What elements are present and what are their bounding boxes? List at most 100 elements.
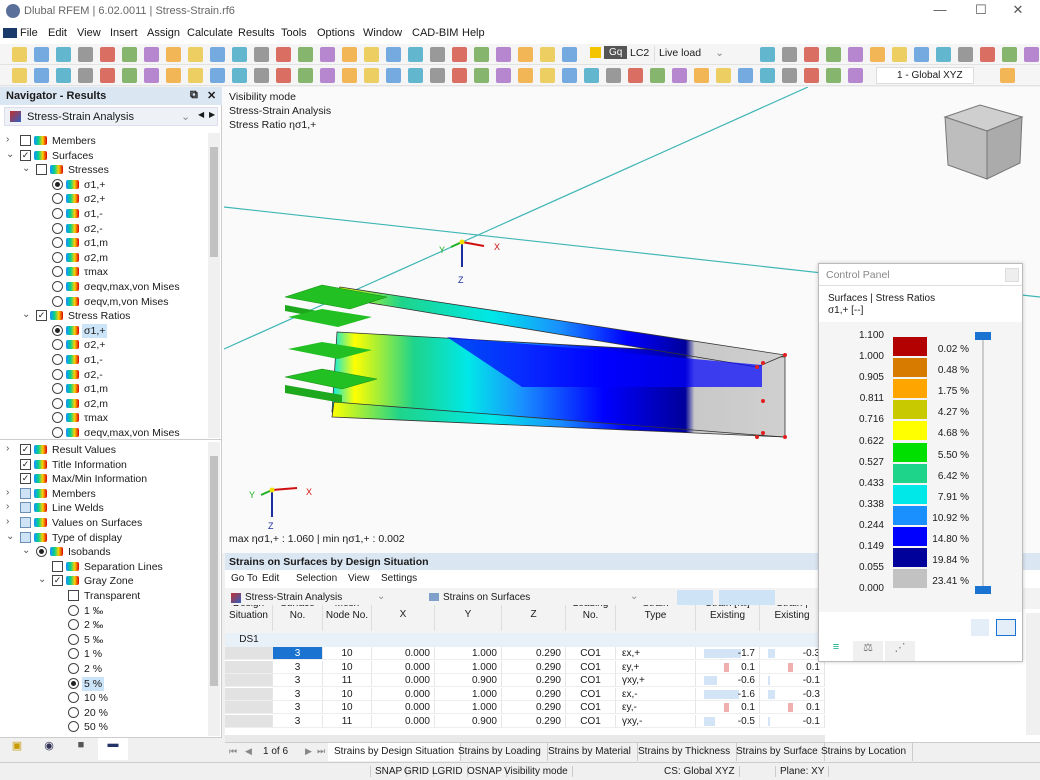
tree-item[interactable]: 2 % xyxy=(0,662,207,676)
tab-strains-by-loading[interactable]: Strains by Loading xyxy=(452,743,548,761)
checkbox[interactable] xyxy=(36,164,47,176)
radio-button[interactable] xyxy=(52,193,63,205)
close-panel-button[interactable] xyxy=(1005,268,1019,282)
tree-item[interactable]: › Line Welds xyxy=(0,501,207,515)
cell-y[interactable]: 1.000 xyxy=(435,647,502,660)
radio-button[interactable] xyxy=(68,663,79,674)
prev-page-icon[interactable]: ◀ xyxy=(245,746,252,756)
tree-item[interactable]: σ1,+ xyxy=(0,178,207,192)
cell-y[interactable]: 1.000 xyxy=(435,687,502,701)
cell-mesh-node-no[interactable]: 10 xyxy=(323,701,372,714)
toolbar-tool-icon[interactable] xyxy=(980,47,995,62)
expander-chevron-right-icon[interactable]: › xyxy=(6,486,10,498)
tree-item[interactable]: τmax xyxy=(0,265,207,279)
menu-calculate[interactable]: Calculate xyxy=(187,27,233,39)
toolbar-tool-icon[interactable] xyxy=(474,68,489,83)
cell-strain-existing[interactable]: -0.5 xyxy=(696,714,760,728)
toolbar-tool-icon[interactable] xyxy=(78,47,93,62)
maximize-button[interactable]: ☐ xyxy=(975,2,987,17)
tree-item[interactable]: 20 % xyxy=(0,706,207,720)
cell-x[interactable]: 0.000 xyxy=(372,701,435,714)
cell-surface-no[interactable]: 3 xyxy=(273,660,323,674)
checkbox[interactable] xyxy=(20,502,31,514)
display-tree-scrollbar[interactable] xyxy=(208,442,220,736)
cell-z[interactable]: 0.290 xyxy=(502,647,566,660)
cell-strain-existing-2[interactable]: -0.1 xyxy=(760,714,825,728)
expander-chevron-right-icon[interactable]: › xyxy=(6,516,10,527)
toolbar-tool-icon[interactable] xyxy=(276,68,291,83)
tree-item[interactable]: 1 ‰ xyxy=(0,604,207,618)
toolbar-tool-icon[interactable] xyxy=(144,47,159,62)
toolbar-tool-icon[interactable] xyxy=(342,47,357,62)
results-tab-icon[interactable]: ▬ xyxy=(98,738,128,760)
radio-button[interactable] xyxy=(52,237,63,249)
expander-chevron-down-icon[interactable]: ⌄ xyxy=(22,309,31,321)
tree-item[interactable]: ⌄ ✓ Gray Zone xyxy=(0,574,207,588)
radio-button[interactable] xyxy=(52,251,63,263)
expander-chevron-down-icon[interactable]: ⌄ xyxy=(22,545,31,557)
tree-item[interactable]: Separation Lines xyxy=(0,560,207,574)
scrollbar-thumb[interactable] xyxy=(210,456,218,686)
toolbar-tool-icon[interactable] xyxy=(452,47,467,62)
cell-strain-existing[interactable]: 0.1 xyxy=(696,660,760,674)
column-header-surface-no[interactable]: Surface No. xyxy=(273,605,323,631)
table-menu-selection[interactable]: Selection xyxy=(296,573,338,584)
toolbar-tool-icon[interactable] xyxy=(870,47,885,62)
toolbar-tool-icon[interactable] xyxy=(408,68,423,83)
table-module-select[interactable]: Stress-Strain Analysis ⌄ xyxy=(227,590,417,607)
cell-surface-no[interactable]: 3 xyxy=(273,714,323,728)
toolbar-tool-icon[interactable] xyxy=(738,68,753,83)
tree-item[interactable]: ⌄ ✓ Surfaces xyxy=(0,149,207,163)
cell-loading-no[interactable]: CO1 xyxy=(566,674,616,687)
toolbar-tool-icon[interactable] xyxy=(100,47,115,62)
cell-strain-existing[interactable]: 0.1 xyxy=(696,701,760,714)
tree-item[interactable]: 10 % xyxy=(0,691,207,705)
toolbar-tool-icon[interactable] xyxy=(320,47,335,62)
cell-x[interactable]: 0.000 xyxy=(372,674,435,687)
toolbar-tool-icon[interactable] xyxy=(364,47,379,62)
tree-item[interactable]: ⌄ Stresses xyxy=(0,163,207,177)
expander-chevron-down-icon[interactable]: ⌄ xyxy=(38,574,47,586)
checkbox[interactable] xyxy=(20,517,31,528)
radio-button[interactable] xyxy=(52,339,63,351)
cell-z[interactable]: 0.290 xyxy=(502,701,566,714)
menu-assign[interactable]: Assign xyxy=(147,27,181,39)
toolbar-tool-icon[interactable] xyxy=(540,47,555,62)
radio-button[interactable] xyxy=(52,427,63,438)
tab-strains-by-location[interactable]: Strains by Location xyxy=(815,743,914,761)
tree-item[interactable]: σ1,+ xyxy=(0,323,207,338)
toolbar-tool-icon[interactable] xyxy=(606,68,621,83)
cell-strain-type[interactable]: εy,- xyxy=(616,701,696,714)
tree-item[interactable]: σ2,- xyxy=(0,222,207,236)
close-button[interactable]: ✕ xyxy=(1012,2,1024,17)
status-grid[interactable]: GRID xyxy=(400,766,434,777)
radio-button[interactable] xyxy=(52,412,63,424)
row-header[interactable] xyxy=(225,701,273,714)
cell-loading-no[interactable]: CO1 xyxy=(566,714,616,728)
radio-button[interactable] xyxy=(68,692,79,704)
table-menu-view[interactable]: View xyxy=(348,573,370,584)
expander-chevron-down-icon[interactable]: ⌄ xyxy=(6,148,15,160)
toolbar-tool-icon[interactable] xyxy=(188,68,203,83)
prev-arrow-icon[interactable]: ◀ xyxy=(198,110,205,119)
radio-button[interactable] xyxy=(52,266,63,278)
radio-button[interactable] xyxy=(68,677,79,689)
status-lgrid[interactable]: LGRID xyxy=(428,766,468,777)
result-type-select[interactable]: Strains on Surfaces ⌄ xyxy=(425,590,673,607)
display-options-button[interactable] xyxy=(719,590,775,607)
toolbar-tool-icon[interactable] xyxy=(210,47,225,62)
toolbar-tool-icon[interactable] xyxy=(936,47,951,62)
tree-item[interactable]: 50 % xyxy=(0,720,207,734)
toolbar-tool-icon[interactable] xyxy=(122,47,137,62)
radio-button[interactable] xyxy=(68,619,79,631)
toolbar-tool-icon[interactable] xyxy=(804,68,819,83)
tree-item[interactable]: σeqv,max,von Mises xyxy=(0,426,207,438)
tree-item[interactable]: ⌄ Type of display xyxy=(0,531,207,545)
toolbar-tool-icon[interactable] xyxy=(34,68,49,83)
toolbar-tool-icon[interactable] xyxy=(826,68,841,83)
tab-strains-by-material[interactable]: Strains by Material xyxy=(542,743,638,761)
toolbar-tool-icon[interactable] xyxy=(386,47,401,62)
tab-strains-by-design-situation[interactable]: Strains by Design Situation xyxy=(328,743,462,761)
cell-y[interactable]: 1.000 xyxy=(435,660,502,674)
tree-item[interactable]: 5 ‰ xyxy=(0,633,207,647)
